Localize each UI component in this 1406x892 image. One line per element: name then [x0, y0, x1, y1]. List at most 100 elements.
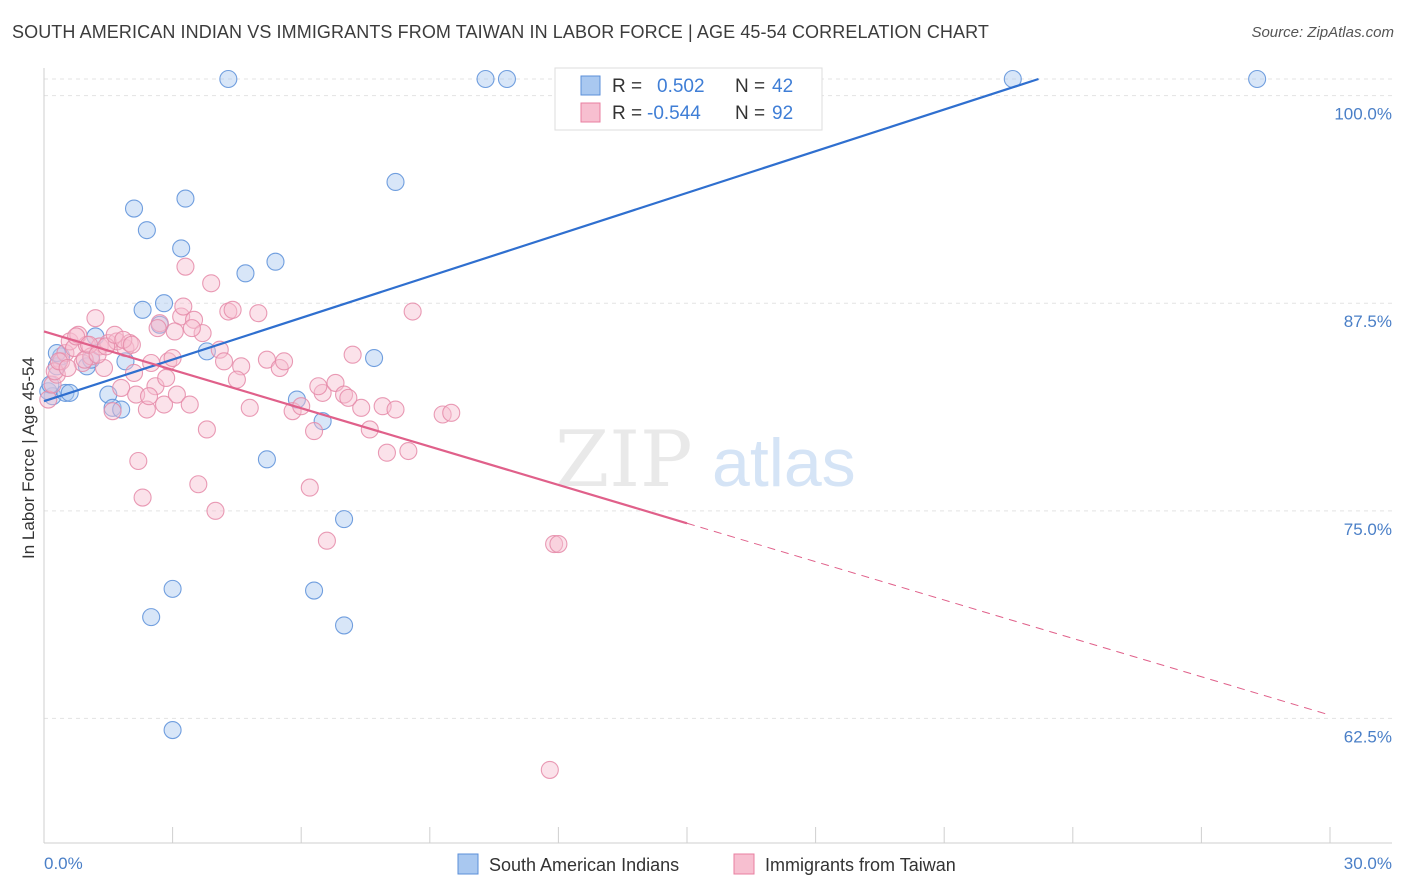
point-immigrants-from-taiwan-68 — [540, 760, 559, 779]
point-south-american-indians-31 — [335, 616, 354, 635]
series-immigrants-from-taiwan — [39, 257, 568, 779]
watermark: ZIP atlas — [555, 415, 856, 505]
point-immigrants-from-taiwan-77 — [105, 325, 124, 344]
x-tick-label-0: 0.0% — [44, 854, 83, 873]
point-immigrants-from-taiwan-33 — [180, 395, 199, 414]
legend-swatch-south-american-indians — [457, 853, 479, 875]
point-immigrants-from-taiwan-58 — [352, 398, 371, 417]
point-immigrants-from-taiwan-29 — [163, 348, 182, 368]
trend-line-immigrants-from-taiwan-extrapolated — [686, 522, 1331, 716]
point-immigrants-from-taiwan-45 — [240, 398, 259, 417]
y-tick-label-3: 100.0% — [1334, 105, 1392, 124]
gridlines — [44, 78, 1392, 719]
stats-r-label-pink: R = — [612, 103, 642, 124]
point-immigrants-from-taiwan-89 — [309, 377, 328, 396]
point-immigrants-from-taiwan-17 — [112, 378, 131, 397]
point-south-american-indians-25 — [257, 450, 276, 469]
point-south-american-indians-12 — [124, 199, 144, 218]
point-south-american-indians-17 — [154, 294, 174, 313]
point-immigrants-from-taiwan-66 — [545, 534, 564, 554]
point-immigrants-from-taiwan-35 — [189, 475, 208, 494]
point-immigrants-from-taiwan-71 — [58, 358, 77, 378]
trend-line-south-american-indians — [43, 77, 1039, 403]
stats-r-value-pink: -0.544 — [647, 103, 701, 124]
point-immigrants-from-taiwan-11 — [86, 309, 105, 328]
point-south-american-indians-30 — [335, 510, 354, 529]
point-south-american-indians-21 — [176, 189, 195, 208]
point-immigrants-from-taiwan-32 — [176, 257, 195, 276]
stats-r-value-blue: 0.502 — [657, 76, 705, 97]
point-immigrants-from-taiwan-90 — [339, 388, 358, 407]
point-immigrants-from-taiwan-57 — [343, 345, 362, 364]
chart-source: Source: ZipAtlas.com — [1251, 24, 1394, 41]
watermark-zip: ZIP — [555, 415, 693, 505]
point-south-american-indians-23 — [219, 69, 238, 89]
point-immigrants-from-taiwan-22 — [133, 488, 152, 507]
point-south-american-indians-32 — [365, 348, 384, 368]
chart-title: SOUTH AMERICAN INDIAN VS IMMIGRANTS FROM… — [12, 22, 990, 42]
stats-legend: R = 0.502 N = 42 R = -0.544 N = 92 — [554, 67, 823, 131]
point-south-american-indians-33 — [386, 172, 405, 192]
point-immigrants-from-taiwan-36 — [193, 324, 212, 343]
point-immigrants-from-taiwan-15 — [103, 402, 122, 421]
legend-label-south-american-indians: South American Indians — [489, 855, 679, 875]
y-axis-title: In Labor Force | Age 45-54 — [19, 357, 38, 559]
point-immigrants-from-taiwan-38 — [202, 274, 221, 293]
point-south-american-indians-26 — [266, 252, 285, 271]
point-south-american-indians-20 — [172, 239, 191, 258]
trend-line-immigrants-from-taiwan — [43, 330, 688, 525]
y-tick-label-1: 75.0% — [1344, 520, 1392, 539]
legend-label-immigrants-from-taiwan: Immigrants from Taiwan — [765, 855, 956, 875]
point-south-american-indians-19 — [163, 721, 182, 740]
point-immigrants-from-taiwan-52 — [305, 422, 324, 441]
point-immigrants-from-taiwan-37 — [197, 420, 216, 439]
tick-labels: 62.5% 75.0% 87.5% 100.0% 0.0% 30.0% — [44, 105, 1392, 873]
point-immigrants-from-taiwan-84 — [165, 322, 184, 341]
bottom-legend: South American Indians Immigrants from T… — [457, 853, 956, 875]
point-immigrants-from-taiwan-87 — [227, 370, 246, 389]
y-tick-label-2: 87.5% — [1344, 312, 1392, 331]
point-immigrants-from-taiwan-23 — [137, 400, 156, 419]
watermark-atlas: atlas — [712, 425, 856, 501]
point-immigrants-from-taiwan-60 — [377, 443, 396, 462]
point-immigrants-from-taiwan-81 — [139, 387, 159, 406]
x-tick-label-1: 30.0% — [1344, 854, 1392, 873]
point-immigrants-from-taiwan-67 — [549, 534, 568, 554]
point-immigrants-from-taiwan-78 — [114, 330, 133, 349]
point-immigrants-from-taiwan-27 — [154, 395, 174, 414]
point-immigrants-from-taiwan-46 — [249, 304, 268, 323]
point-south-american-indians-24 — [236, 264, 255, 283]
point-immigrants-from-taiwan-1 — [43, 375, 62, 394]
point-south-american-indians-18 — [163, 579, 182, 598]
point-south-american-indians-13 — [133, 300, 152, 319]
legend-swatch-immigrants-from-taiwan — [733, 853, 755, 875]
point-immigrants-from-taiwan-21 — [129, 451, 148, 471]
axes — [43, 68, 1392, 844]
point-immigrants-from-taiwan-79 — [122, 335, 141, 354]
stats-n-label-blue: N = — [735, 76, 765, 97]
point-immigrants-from-taiwan-51 — [300, 478, 319, 497]
stats-n-value-blue: 42 — [772, 76, 793, 97]
point-immigrants-from-taiwan-43 — [223, 300, 242, 319]
point-south-american-indians-15 — [142, 608, 161, 627]
stats-n-label-pink: N = — [735, 103, 765, 124]
point-immigrants-from-taiwan-63 — [403, 302, 422, 321]
point-south-american-indians-35 — [497, 69, 517, 89]
point-immigrants-from-taiwan-39 — [206, 501, 225, 520]
stats-legend-swatch-pink — [580, 102, 601, 123]
point-immigrants-from-taiwan-82 — [148, 319, 167, 338]
point-south-american-indians-28 — [305, 581, 324, 600]
point-immigrants-from-taiwan-85 — [174, 297, 193, 316]
point-immigrants-from-taiwan-83 — [157, 368, 176, 388]
point-immigrants-from-taiwan-30 — [167, 385, 186, 404]
point-immigrants-from-taiwan-62 — [399, 441, 418, 461]
y-tick-label-0: 62.5% — [1344, 727, 1392, 746]
point-immigrants-from-taiwan-86 — [182, 319, 201, 338]
point-immigrants-from-taiwan-54 — [317, 531, 336, 550]
point-immigrants-from-taiwan-88 — [275, 352, 294, 371]
point-south-american-indians-34 — [476, 69, 495, 89]
point-immigrants-from-taiwan-41 — [214, 352, 234, 371]
stats-n-value-pink: 92 — [772, 103, 793, 124]
series-south-american-indians — [39, 69, 1267, 740]
